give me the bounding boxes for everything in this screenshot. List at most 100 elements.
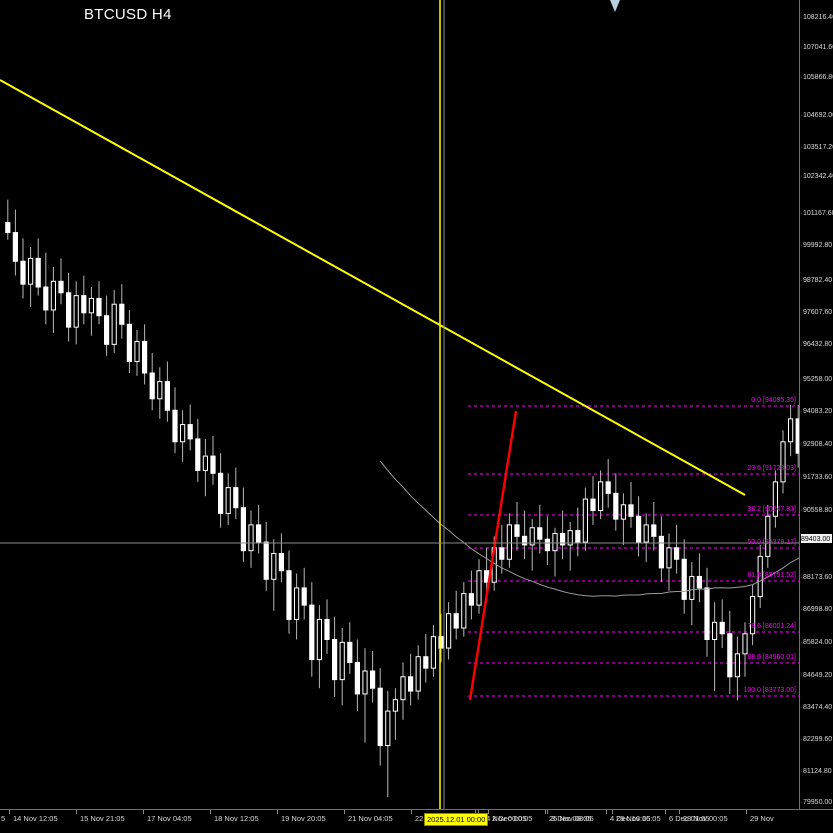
- time-tick-mark: [746, 810, 747, 814]
- candle-body: [780, 441, 786, 483]
- candle-body: [598, 481, 604, 512]
- candle-body: [180, 424, 186, 443]
- price-tick-label: ·95258.00: [800, 375, 833, 385]
- candle-body: [225, 487, 231, 514]
- tick-dash: ·: [800, 309, 803, 316]
- candle-body: [522, 535, 528, 546]
- candle-body: [362, 670, 368, 695]
- time-tick-mark: [488, 810, 489, 814]
- candle-body: [256, 524, 262, 543]
- price-tick-label: ·104692.00: [800, 111, 833, 121]
- candle-body: [689, 575, 695, 600]
- price-value: 82299.60: [803, 736, 833, 743]
- current-time-badge: 2025.12.01 00:00: [424, 813, 489, 826]
- price-tick-label: ·86998.80: [800, 605, 833, 615]
- chart-plot-area[interactable]: [0, 0, 800, 810]
- candle-body: [104, 315, 110, 345]
- candle-body: [50, 280, 56, 311]
- candle-body: [453, 613, 459, 629]
- candle-body: [164, 381, 171, 411]
- candle-body: [734, 653, 740, 678]
- candle-body: [514, 524, 520, 537]
- time-tick-label: 19 Nov 20:05: [281, 814, 326, 823]
- candle-body: [552, 532, 558, 552]
- candle-body: [636, 515, 642, 543]
- trendline-yellow[interactable]: [0, 79, 746, 496]
- candle-body: [438, 636, 444, 649]
- time-tick-mark: [475, 810, 476, 814]
- time-tick-mark: [478, 810, 479, 814]
- tick-dash: ·: [800, 768, 803, 775]
- candle-body: [446, 613, 452, 649]
- candle-body: [506, 524, 512, 560]
- time-tick-mark: [606, 810, 607, 814]
- candle-body: [294, 587, 300, 620]
- price-value: 91733.60: [803, 474, 833, 481]
- time-tick-label: 26 Nov 16:05: [616, 814, 661, 823]
- candle-body: [377, 687, 383, 747]
- tick-dash: ·: [800, 173, 803, 180]
- price-value: 97607.60: [803, 309, 833, 316]
- tick-dash: ·: [800, 606, 803, 613]
- price-axis[interactable]: ·108216.40·107041.60·105866.80·104692.00…: [799, 0, 833, 810]
- candle-body: [58, 280, 64, 294]
- arrow-down-icon[interactable]: [610, 0, 620, 12]
- fib-level-label-100-0: 100.0 [83773.00]: [743, 687, 796, 694]
- time-tick-label: 29 Nov: [750, 814, 774, 823]
- candle-body: [674, 547, 680, 560]
- price-tick-label: ·79950.00: [800, 798, 833, 808]
- time-tick-label: 14 Nov 12:05: [13, 814, 58, 823]
- candle-body: [309, 604, 315, 661]
- price-value: 108216.40: [803, 14, 833, 21]
- price-tick-label: ·105866.80: [800, 73, 833, 83]
- time-tick-mark: [143, 810, 144, 814]
- time-tick-mark: [545, 810, 546, 814]
- candle-body: [149, 372, 155, 400]
- candle-body: [271, 553, 277, 580]
- candle-body: [544, 538, 550, 552]
- time-tick-mark: [9, 810, 10, 814]
- candle-body: [142, 340, 148, 374]
- tick-dash: ·: [800, 74, 803, 81]
- tick-dash: ·: [800, 474, 803, 481]
- price-value: 81124.80: [803, 768, 832, 775]
- candle-body: [111, 303, 117, 345]
- candle-body: [423, 656, 429, 669]
- candle-body: [651, 524, 657, 537]
- candle-body: [788, 418, 794, 443]
- time-tick-label: 15 Nov 21:05: [80, 814, 125, 823]
- candle-body: [96, 297, 102, 317]
- candle-body: [620, 504, 626, 520]
- time-tick-mark: [612, 810, 613, 814]
- price-value: 101167.60: [803, 210, 833, 217]
- tick-dash: ·: [800, 144, 803, 151]
- candle-body: [643, 524, 649, 543]
- price-tick-label: ·92908.40: [800, 440, 833, 450]
- tick-dash: ·: [800, 341, 803, 348]
- candle-body: [529, 527, 535, 546]
- time-tick-label: 28 Nov 00:05: [683, 814, 728, 823]
- candle-body: [575, 530, 581, 543]
- price-value: 85824.00: [803, 639, 833, 646]
- candle-body: [582, 498, 588, 543]
- time-axis[interactable]: 5 14 Nov 12:05 15 Nov 21:05 17 Nov 04:05 18 …: [0, 809, 833, 833]
- price-value: 79950.00: [803, 799, 833, 806]
- tick-dash: ·: [800, 408, 803, 415]
- price-tick-label: ·107041.60: [800, 43, 833, 53]
- candle-body: [332, 638, 338, 681]
- price-value: 107041.60: [803, 44, 833, 51]
- time-tick-mark: [547, 810, 548, 814]
- candle-body: [750, 596, 756, 635]
- time-tick-label: 5: [1, 814, 6, 823]
- candle-body: [119, 303, 125, 325]
- price-value: 98782.40: [803, 277, 833, 284]
- price-tick-label: ·94083.20: [800, 407, 833, 417]
- candle-body: [560, 532, 566, 546]
- candle-body: [248, 524, 254, 552]
- tick-dash: ·: [800, 736, 803, 743]
- price-tick-label: ·99992.80: [800, 241, 833, 251]
- trendline-red[interactable]: [468, 410, 518, 701]
- tick-dash: ·: [800, 277, 803, 284]
- time-tick-label: 4 Dec 16:05: [610, 814, 651, 823]
